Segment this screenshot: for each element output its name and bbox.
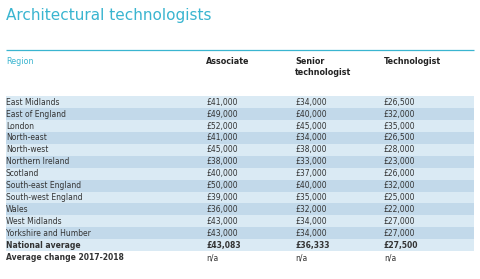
Bar xyxy=(6,144,474,156)
Text: Yorkshire and Humber: Yorkshire and Humber xyxy=(6,229,91,238)
Text: £40,000: £40,000 xyxy=(206,169,238,178)
Text: London: London xyxy=(6,122,34,131)
Text: £27,500: £27,500 xyxy=(384,241,419,250)
Text: £34,000: £34,000 xyxy=(295,98,327,107)
Bar xyxy=(6,239,474,251)
Text: £35,000: £35,000 xyxy=(384,122,416,131)
Text: £27,000: £27,000 xyxy=(384,217,416,226)
Text: £39,000: £39,000 xyxy=(206,193,238,202)
Text: South-west England: South-west England xyxy=(6,193,83,202)
Text: South-east England: South-east England xyxy=(6,181,81,190)
Bar xyxy=(6,108,474,120)
Text: £52,000: £52,000 xyxy=(206,122,238,131)
Bar xyxy=(6,180,474,192)
Text: £22,000: £22,000 xyxy=(384,205,415,214)
Text: North-east: North-east xyxy=(6,133,47,143)
Bar xyxy=(6,227,474,239)
Text: £28,000: £28,000 xyxy=(384,145,415,154)
Bar xyxy=(6,96,474,108)
Text: £25,000: £25,000 xyxy=(384,193,416,202)
Text: £34,000: £34,000 xyxy=(295,217,327,226)
Bar xyxy=(6,168,474,180)
Text: £50,000: £50,000 xyxy=(206,181,238,190)
Text: Region: Region xyxy=(6,57,33,66)
Text: £23,000: £23,000 xyxy=(384,157,416,166)
Bar xyxy=(6,203,474,215)
Text: £26,500: £26,500 xyxy=(384,133,416,143)
Bar xyxy=(6,120,474,132)
Text: £40,000: £40,000 xyxy=(295,110,327,119)
Text: £49,000: £49,000 xyxy=(206,110,238,119)
Text: £33,000: £33,000 xyxy=(295,157,327,166)
Text: East Midlands: East Midlands xyxy=(6,98,59,107)
Bar xyxy=(6,215,474,227)
Text: £32,000: £32,000 xyxy=(295,205,327,214)
Text: £32,000: £32,000 xyxy=(384,110,416,119)
Text: £34,000: £34,000 xyxy=(295,229,327,238)
Text: £37,000: £37,000 xyxy=(295,169,327,178)
Text: Architectural technologists: Architectural technologists xyxy=(6,8,211,23)
Bar xyxy=(6,192,474,203)
Text: Technologist: Technologist xyxy=(384,57,441,66)
Text: East of England: East of England xyxy=(6,110,66,119)
Text: Scotland: Scotland xyxy=(6,169,39,178)
Text: £36,000: £36,000 xyxy=(206,205,238,214)
Text: £41,000: £41,000 xyxy=(206,98,238,107)
Text: £36,333: £36,333 xyxy=(295,241,330,250)
Text: £45,000: £45,000 xyxy=(295,122,327,131)
Text: Wales: Wales xyxy=(6,205,28,214)
Text: £41,000: £41,000 xyxy=(206,133,238,143)
Text: National average: National average xyxy=(6,241,80,250)
Bar xyxy=(6,156,474,168)
Text: £43,083: £43,083 xyxy=(206,241,241,250)
Text: £45,000: £45,000 xyxy=(206,145,238,154)
Text: n/a: n/a xyxy=(295,253,308,262)
Text: Senior
technologist: Senior technologist xyxy=(295,57,351,77)
Text: £38,000: £38,000 xyxy=(206,157,238,166)
Text: Associate: Associate xyxy=(206,57,250,66)
Text: £40,000: £40,000 xyxy=(295,181,327,190)
Text: £26,000: £26,000 xyxy=(384,169,416,178)
Text: £27,000: £27,000 xyxy=(384,229,416,238)
Text: Average change 2017-2018: Average change 2017-2018 xyxy=(6,253,124,262)
Text: £35,000: £35,000 xyxy=(295,193,327,202)
Text: £43,000: £43,000 xyxy=(206,217,238,226)
Text: £26,500: £26,500 xyxy=(384,98,416,107)
Text: West Midlands: West Midlands xyxy=(6,217,61,226)
Text: n/a: n/a xyxy=(384,253,396,262)
Text: £34,000: £34,000 xyxy=(295,133,327,143)
Bar xyxy=(6,132,474,144)
Text: n/a: n/a xyxy=(206,253,219,262)
Text: £32,000: £32,000 xyxy=(384,181,416,190)
Text: £38,000: £38,000 xyxy=(295,145,327,154)
Text: £43,000: £43,000 xyxy=(206,229,238,238)
Text: Northern Ireland: Northern Ireland xyxy=(6,157,69,166)
Text: North-west: North-west xyxy=(6,145,48,154)
